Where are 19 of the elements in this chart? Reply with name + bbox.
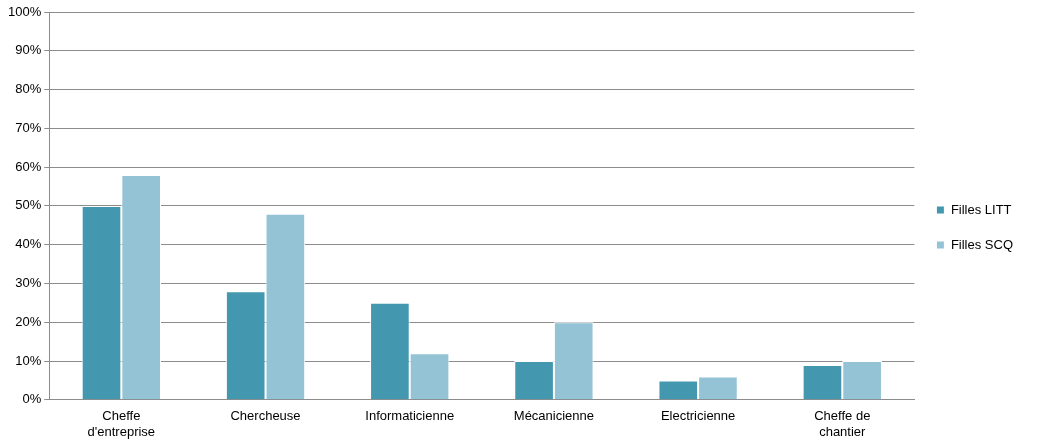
x-tick-label: Chercheuse	[230, 408, 301, 424]
x-tick-label: Electricienne	[660, 408, 736, 424]
y-tick-label: 0%	[22, 391, 42, 407]
x-tick-label: Informaticienne	[365, 408, 455, 424]
y-tick-label: 70%	[15, 119, 42, 135]
y-tick-label: 40%	[15, 236, 42, 252]
y-tick-label: 80%	[15, 81, 42, 97]
y-tick-label: 50%	[15, 197, 42, 213]
y-tick-label: 30%	[15, 275, 42, 291]
y-tick-label: 100%	[8, 3, 42, 19]
legend-label: Filles LITT	[950, 201, 1012, 217]
y-tick-label: 10%	[15, 352, 42, 368]
x-tick-label: Cheffe d'entreprise	[87, 408, 156, 439]
y-tick-label: 20%	[15, 313, 42, 329]
x-tick-label: Mécanicienne	[513, 408, 595, 424]
y-tick-label: 90%	[15, 42, 42, 58]
x-tick-label: Cheffe de chantier	[814, 408, 871, 439]
y-tick-label: 60%	[15, 158, 42, 174]
legend-label: Filles SCQ	[950, 236, 1014, 252]
